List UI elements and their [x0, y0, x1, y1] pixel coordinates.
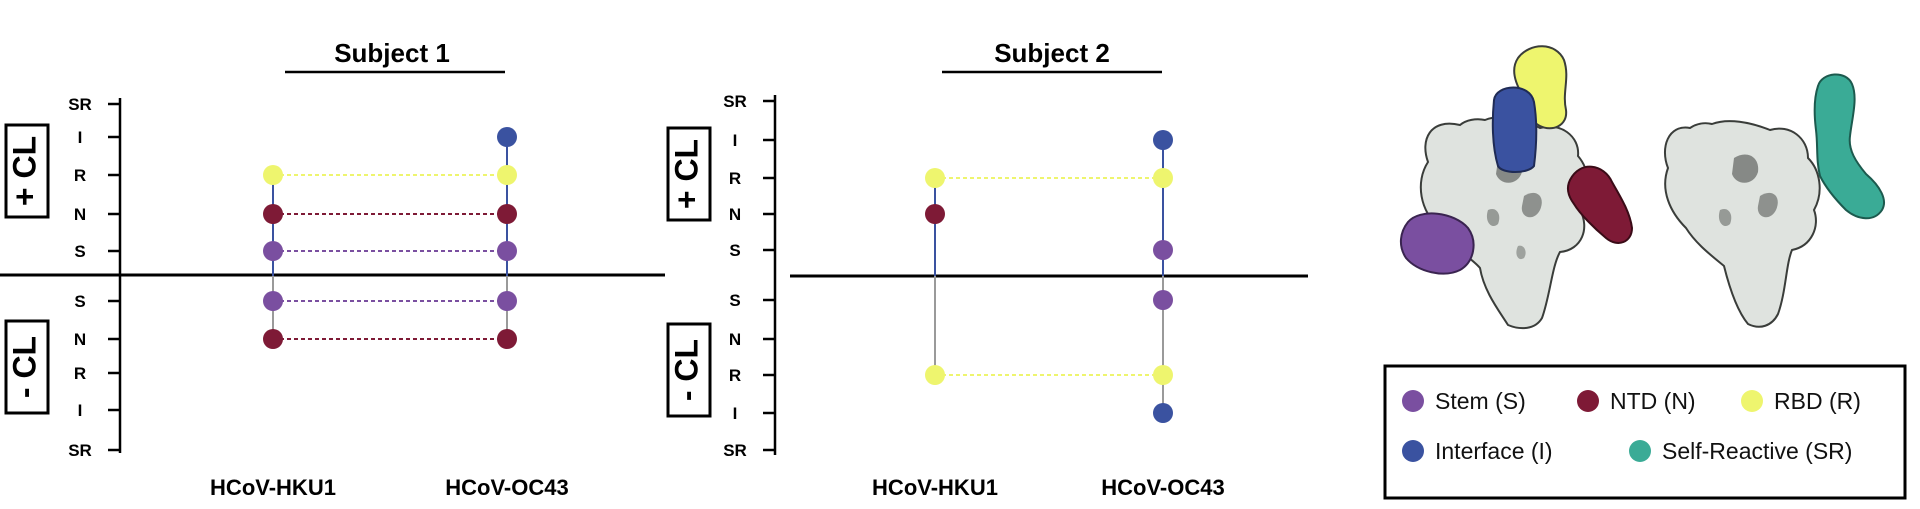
point-plus-interface	[1153, 130, 1173, 150]
point-minus-stem	[497, 291, 517, 311]
subject-1-connectors	[272, 137, 508, 340]
spike-protein-model-1	[1400, 45, 1634, 330]
axis-tick-label-bottom-n: N	[729, 330, 741, 349]
axis-tick-label-bottom-i: I	[78, 401, 83, 420]
subject-2-minus-cl-box: - CL	[666, 322, 712, 418]
subject-1-minus-cl-box: - CL	[4, 319, 50, 415]
axis-tick-label-bottom-r: R	[729, 366, 741, 385]
subject-2-plus-cl-box: + CL	[666, 126, 712, 222]
point-minus-stem	[1153, 290, 1173, 310]
ntd-domain-shape	[1566, 165, 1634, 244]
legend-label-self-reactive: Self-Reactive (SR)	[1662, 438, 1852, 464]
subject-2-title: Subject 2	[994, 38, 1110, 68]
legend-swatch-self-reactive	[1629, 440, 1651, 462]
point-minus-rbd	[1153, 365, 1173, 385]
subject-1-plus-cl-box: + CL	[4, 123, 50, 219]
point-plus-ntd	[263, 204, 283, 224]
subject-1-title: Subject 1	[334, 38, 450, 68]
point-minus-stem	[263, 291, 283, 311]
subject-1-virus-oc43: HCoV-OC43	[445, 475, 568, 500]
spike-protein-model-2	[1664, 73, 1885, 328]
point-plus-ntd	[925, 204, 945, 224]
axis-tick-label-bottom-n: N	[74, 330, 86, 349]
axis-tick-label-top-n: N	[74, 205, 86, 224]
point-minus-rbd	[925, 365, 945, 385]
point-plus-rbd	[1153, 168, 1173, 188]
point-plus-stem	[497, 241, 517, 261]
legend-swatch-stem	[1402, 390, 1424, 412]
point-plus-stem	[263, 241, 283, 261]
axis-tick-label-bottom-sr: SR	[68, 441, 92, 460]
axis-tick-label-bottom-s: S	[729, 291, 740, 310]
axis-tick-label-bottom-i: I	[733, 404, 738, 423]
subject-2-virus-oc43: HCoV-OC43	[1101, 475, 1224, 500]
point-plus-rbd	[263, 165, 283, 185]
subject-2-epitope-points	[925, 130, 1173, 423]
legend-label-rbd: RBD (R)	[1774, 388, 1861, 414]
subject-1-plus-cl-label: + CL	[6, 136, 42, 206]
legend-box	[1383, 364, 1907, 500]
subject-1-virus-hku1: HCoV-HKU1	[210, 475, 336, 500]
legend-label-interface: Interface (I)	[1435, 438, 1553, 464]
axis-tick-label-top-r: R	[74, 166, 86, 185]
axis-tick-label-top-n: N	[729, 205, 741, 224]
axis-tick-label-top-i: I	[733, 131, 738, 150]
legend-swatch-rbd	[1741, 390, 1763, 412]
subject-2-minus-cl-label: - CL	[668, 339, 704, 401]
subject-1-minus-cl-label: - CL	[6, 336, 42, 398]
interface-domain-shape	[1491, 86, 1538, 173]
subject-1-epitope-points	[263, 127, 517, 349]
axis-tick-label-top-s: S	[74, 242, 85, 261]
axis-tick-label-bottom-s: S	[74, 292, 85, 311]
point-minus-interface	[1153, 403, 1173, 423]
point-plus-interface	[497, 127, 517, 147]
legend-label-stem: Stem (S)	[1435, 388, 1526, 414]
point-plus-rbd	[925, 168, 945, 188]
self-reactive-domain-shape	[1813, 73, 1885, 220]
legend: Stem (S) NTD (N) RBD (R) Interface (I) Self-…	[1383, 364, 1907, 500]
point-plus-stem	[1153, 240, 1173, 260]
subject-2-virus-hku1: HCoV-HKU1	[872, 475, 998, 500]
point-plus-rbd	[497, 165, 517, 185]
point-plus-ntd	[497, 204, 517, 224]
subject-2-plus-cl-label: + CL	[668, 139, 704, 209]
axis-tick-label-top-s: S	[729, 241, 740, 260]
legend-swatch-interface	[1402, 440, 1424, 462]
spike-body-2	[1664, 120, 1821, 328]
axis-tick-label-top-sr: SR	[68, 95, 92, 114]
axis-tick-label-bottom-sr: SR	[723, 441, 747, 460]
point-minus-ntd	[263, 329, 283, 349]
axis-tick-label-top-i: I	[78, 128, 83, 147]
legend-label-ntd: NTD (N)	[1610, 388, 1696, 414]
axis-tick-label-top-r: R	[729, 169, 741, 188]
axis-tick-label-bottom-r: R	[74, 364, 86, 383]
axis-tick-label-top-sr: SR	[723, 92, 747, 111]
point-minus-ntd	[497, 329, 517, 349]
legend-swatch-ntd	[1577, 390, 1599, 412]
stem-domain-shape	[1400, 212, 1475, 275]
